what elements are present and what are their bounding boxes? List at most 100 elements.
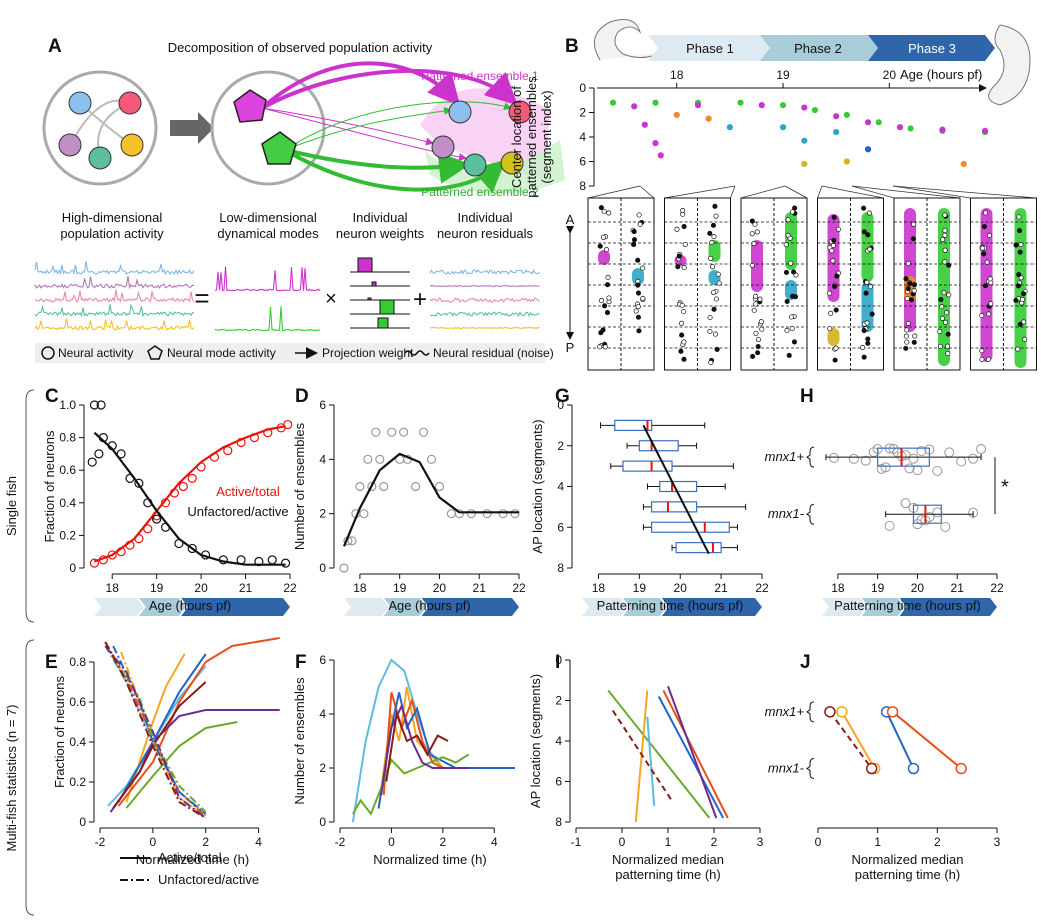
point	[87, 457, 97, 467]
cell	[982, 283, 989, 289]
point	[843, 111, 850, 119]
legend-label: Active/total	[158, 850, 222, 865]
cell	[903, 345, 909, 351]
neuron-diagram	[42, 61, 565, 194]
weight	[357, 257, 373, 273]
cell	[946, 262, 952, 268]
x-axis-label: patterning time (h)	[615, 867, 721, 882]
cell	[937, 328, 943, 335]
embryo	[593, 19, 664, 61]
panel-label: J	[800, 652, 811, 673]
cell	[755, 343, 761, 350]
cell	[708, 360, 714, 366]
point	[981, 127, 989, 134]
series-line	[891, 711, 962, 770]
cell	[707, 230, 713, 236]
cell	[911, 282, 918, 288]
series-line	[352, 753, 470, 816]
cell	[784, 298, 790, 304]
x-tick-label: 20	[674, 581, 688, 595]
point	[200, 550, 211, 560]
point	[779, 102, 787, 109]
point	[916, 446, 927, 457]
point	[249, 433, 260, 443]
y-tick-label: 1.0	[59, 398, 76, 412]
cell	[635, 257, 641, 263]
trace	[429, 284, 540, 288]
panel-label: C	[45, 386, 59, 407]
cell	[939, 304, 945, 310]
y-axis-label: Number of ensembles	[292, 677, 307, 805]
point	[169, 488, 180, 498]
x-axis-label: Normalized time (h)	[373, 852, 486, 867]
cell	[606, 210, 612, 216]
point	[833, 129, 840, 136]
cell	[1018, 242, 1024, 248]
phase-arrow	[138, 598, 186, 616]
cell	[712, 331, 719, 337]
cell	[905, 285, 911, 292]
legend-box	[35, 343, 545, 363]
series-line	[885, 711, 915, 769]
point	[498, 509, 508, 519]
cell	[905, 320, 911, 326]
point	[209, 452, 220, 462]
cell	[707, 328, 713, 334]
series-line	[841, 711, 876, 770]
y-tick-label: 0	[579, 81, 586, 95]
x-tick-label: 18	[106, 581, 120, 595]
connector	[639, 185, 655, 199]
cell	[944, 343, 951, 349]
point	[843, 158, 850, 165]
x-tick-label: 0	[150, 835, 157, 849]
point	[907, 762, 920, 775]
cell	[981, 223, 987, 230]
point	[976, 444, 987, 455]
y-axis-label: Fraction of neurons	[52, 676, 67, 789]
series-line	[120, 651, 207, 817]
cell	[711, 306, 717, 312]
trace	[34, 276, 195, 290]
connector	[851, 185, 895, 199]
cell	[942, 247, 948, 253]
point	[116, 449, 126, 459]
legend-icon	[404, 350, 430, 356]
legend-label: Projection weight	[322, 346, 414, 360]
point	[187, 543, 197, 554]
cell	[1016, 214, 1022, 220]
y-tick-label: 0	[79, 815, 86, 829]
cell	[942, 319, 948, 325]
fit-line	[642, 424, 710, 555]
cell	[942, 232, 948, 238]
x-tick-label: -2	[95, 835, 106, 849]
cell	[710, 222, 716, 228]
point	[828, 452, 839, 463]
cell	[910, 236, 916, 242]
series-label: Unfactored/active	[187, 504, 288, 519]
phase-arrow	[760, 35, 878, 61]
cell	[783, 269, 790, 276]
cell	[984, 259, 990, 265]
point	[107, 441, 117, 451]
x-tick-label: 4	[255, 835, 262, 849]
category-label: mnx1-	[768, 506, 805, 521]
box	[912, 504, 942, 524]
cell	[981, 251, 987, 257]
point	[801, 104, 808, 111]
cell	[938, 297, 944, 303]
cell	[1017, 321, 1023, 327]
cell	[681, 224, 687, 230]
x-tick-label: 19	[776, 68, 790, 82]
cell	[757, 296, 763, 302]
x-tick-label: 20	[883, 68, 897, 82]
caption: population activity	[60, 226, 164, 241]
point	[359, 509, 369, 519]
box	[659, 480, 698, 493]
point	[955, 762, 967, 775]
cell	[631, 241, 637, 247]
cell	[604, 282, 611, 288]
cell	[749, 218, 755, 224]
x-axis-label: Age (hours pf)	[388, 598, 470, 613]
cell	[1015, 346, 1021, 352]
